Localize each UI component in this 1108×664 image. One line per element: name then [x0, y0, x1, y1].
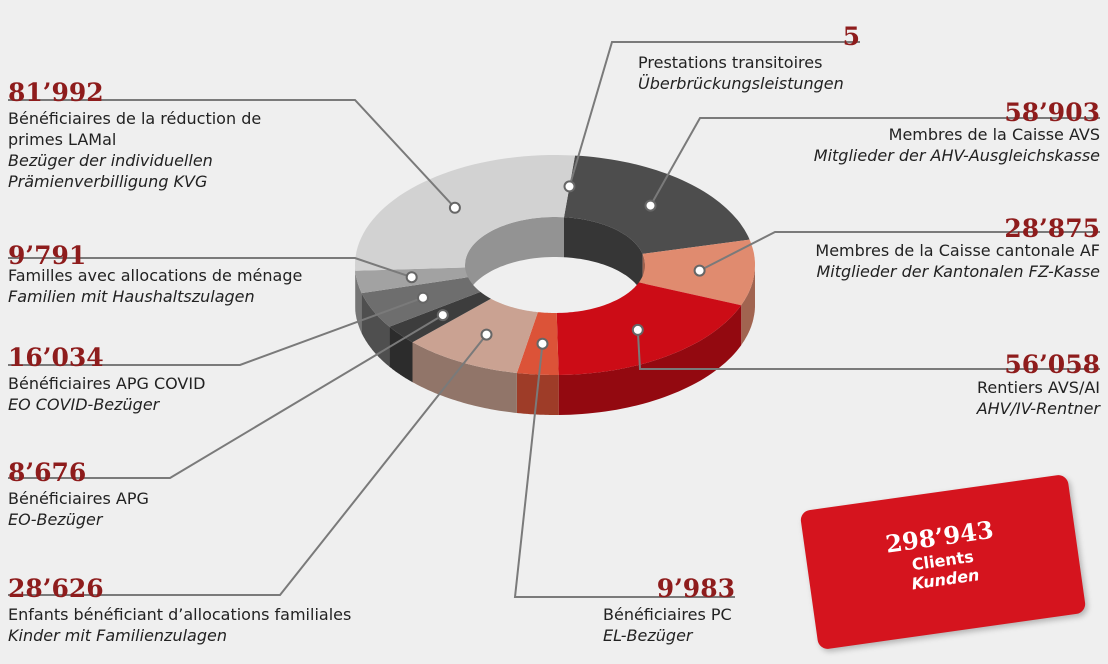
label-fr: Membres de la Caisse AVS	[888, 125, 1100, 144]
label-fr: Membres de la Caisse cantonale AF	[815, 241, 1100, 260]
category-label: Bénéficiaires de la réduction de primes …	[8, 108, 268, 192]
leader-dot	[631, 323, 644, 336]
category-label: Bénéficiaires APG COVID EO COVID-Bezüger	[8, 373, 205, 415]
segment-side	[389, 326, 413, 383]
leader-dot	[644, 199, 657, 212]
leader-line	[8, 99, 456, 209]
leader-line	[8, 296, 424, 366]
label-de: Überbrückungsleistungen	[638, 74, 844, 93]
segment	[564, 155, 750, 254]
category-label: Rentiers AVS/AI AHV/IV-Rentner	[977, 377, 1100, 419]
label-fr: Bénéficiaires APG COVID	[8, 374, 206, 393]
value-label: 8’676	[8, 458, 87, 487]
segment-inner-side	[564, 217, 643, 294]
value-label: 9’983	[656, 574, 735, 603]
label-de: EO COVID-Bezüger	[8, 395, 160, 414]
segment	[556, 282, 742, 375]
leader-line	[8, 257, 413, 279]
leader-dot	[436, 309, 449, 322]
segment-side	[558, 305, 742, 415]
segment-inner-side	[465, 217, 564, 305]
segment	[355, 155, 575, 271]
label-de: AHV/IV-Rentner	[976, 399, 1100, 418]
label-fr: Bénéficiaires de la réduction de primes …	[8, 109, 262, 149]
label-de: EO-Bezüger	[8, 510, 103, 529]
label-fr: Enfants bénéficiant d’allocations famili…	[8, 605, 352, 624]
category-label: Bénéficiaires APG EO-Bezüger	[8, 488, 149, 530]
leader-dot	[563, 180, 576, 193]
value-label: 5	[842, 22, 860, 51]
leader-dot	[405, 271, 418, 284]
label-de: Mitglieder der AHV-Ausgleichskasse	[813, 146, 1100, 165]
label-de: Bezüger der individuellen Prämienverbill…	[8, 151, 213, 191]
value-label: 28’875	[1004, 214, 1100, 243]
label-de: Familien mit Haushaltszulagen	[8, 287, 255, 306]
category-label: Bénéficiaires PC EL-Bezüger	[603, 604, 732, 646]
category-label: Membres de la Caisse cantonale AF Mitglie…	[815, 240, 1100, 282]
leader-line	[649, 117, 1100, 207]
label-fr: Bénéficiaires APG	[8, 489, 149, 508]
value-label: 16’034	[8, 343, 104, 372]
leader-line	[568, 41, 860, 187]
leader-line	[8, 333, 488, 596]
value-label: 56’058	[1004, 350, 1100, 379]
segment-side	[355, 270, 362, 334]
label-fr: Familles avec allocations de ménage	[8, 266, 303, 285]
category-label: Prestations transitoires Überbrückungslei…	[638, 52, 844, 94]
leader-line	[699, 231, 1100, 272]
segment	[412, 298, 538, 373]
label-fr: Prestations transitoires	[638, 53, 823, 72]
leader-line	[636, 329, 1100, 370]
leader-dot	[480, 328, 493, 341]
value-label: 9’791	[8, 241, 87, 270]
segment-side	[412, 342, 517, 413]
leader-line	[513, 343, 735, 598]
segment-side	[361, 293, 390, 367]
segment-side	[741, 265, 755, 346]
category-label: Familles avec allocations de ménage Famil…	[8, 265, 302, 307]
category-label: Membres de la Caisse AVS Mitglieder der A…	[814, 124, 1100, 166]
label-fr: Rentiers AVS/AI	[976, 378, 1100, 397]
label-de: Kinder mit Familienzulagen	[8, 626, 227, 645]
label-de: Mitglieder der Kantonalen FZ-Kasse	[816, 262, 1100, 281]
leader-dot	[536, 337, 549, 350]
leader-dot	[693, 264, 706, 277]
leader-dot	[448, 201, 461, 214]
value-label: 81’992	[8, 78, 104, 107]
label-de: EL-Bezüger	[603, 626, 693, 645]
leader-dot	[417, 291, 429, 304]
label-fr: Bénéficiaires PC	[603, 605, 732, 624]
value-label: 28’626	[8, 574, 104, 603]
leader-line	[8, 314, 444, 479]
category-label: Enfants bénéficiant d’allocations famili…	[8, 604, 351, 646]
value-label: 58’903	[1004, 98, 1100, 127]
